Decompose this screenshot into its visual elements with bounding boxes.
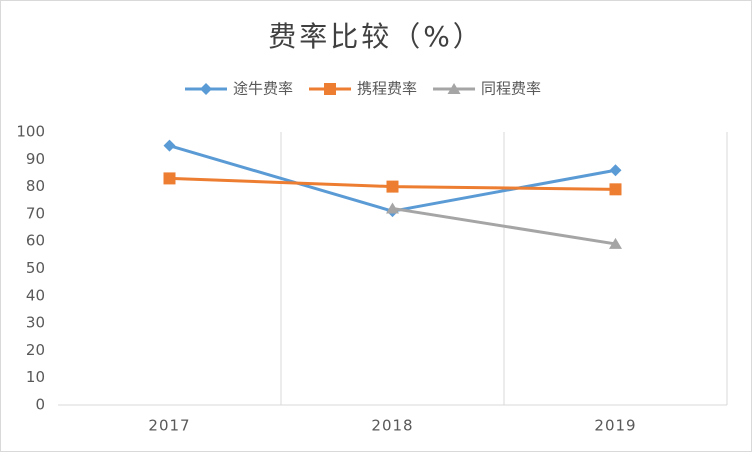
marker bbox=[609, 164, 622, 177]
legend-marker bbox=[200, 83, 212, 95]
y-tick-label: 40 bbox=[26, 286, 45, 304]
y-tick-label: 90 bbox=[26, 150, 45, 168]
y-tick-label: 30 bbox=[26, 314, 45, 332]
marker bbox=[163, 139, 176, 152]
legend-label: 同程费率 bbox=[481, 80, 541, 98]
y-tick-label: 60 bbox=[26, 232, 45, 250]
x-tick-label: 2019 bbox=[594, 417, 636, 435]
series-line bbox=[392, 206, 616, 246]
legend-label: 途牛费率 bbox=[233, 80, 293, 98]
y-tick-label: 70 bbox=[26, 204, 45, 222]
y-tick-label: 100 bbox=[16, 123, 45, 141]
marker bbox=[609, 183, 622, 196]
chart-title: 费率比较（%） bbox=[268, 20, 484, 53]
y-tick-label: 0 bbox=[35, 396, 45, 414]
marker bbox=[163, 172, 176, 185]
legend-marker bbox=[447, 83, 461, 94]
marker bbox=[386, 180, 399, 193]
y-tick-label: 20 bbox=[26, 341, 45, 359]
legend-label: 携程费率 bbox=[357, 80, 417, 98]
x-tick-label: 2018 bbox=[371, 417, 413, 435]
marker bbox=[386, 202, 399, 214]
y-tick-label: 10 bbox=[26, 368, 45, 386]
y-tick-label: 50 bbox=[26, 259, 45, 277]
y-tick-label: 80 bbox=[26, 177, 45, 195]
legend-marker bbox=[324, 83, 337, 95]
marker bbox=[609, 237, 622, 249]
x-tick-label: 2017 bbox=[148, 417, 190, 435]
